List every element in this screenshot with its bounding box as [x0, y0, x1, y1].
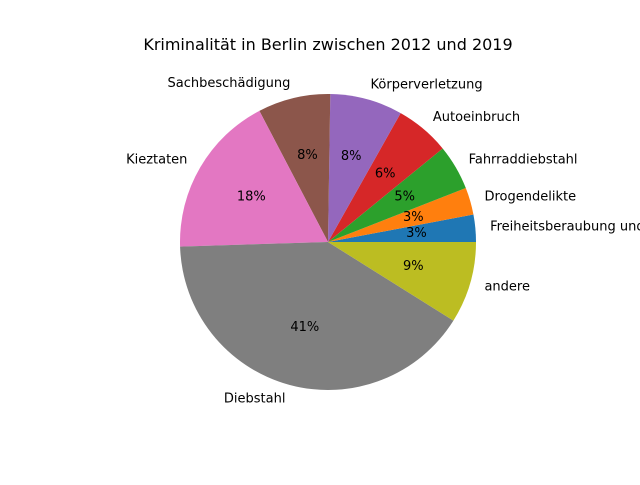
- pie-category-label: andere: [484, 279, 530, 294]
- pie-slice-autoeinbruch: [328, 113, 443, 242]
- pie-category-label: Drogendelikte: [484, 190, 576, 205]
- pie-percent-labels: 3%3% 5% 6% 8% 8% 18% 41% 9%: [237, 148, 427, 335]
- pie-slice-fahrraddiebstahl: [328, 148, 466, 242]
- pie-percent-label: 8%: [341, 149, 362, 164]
- pie-slice-andere: [328, 242, 476, 321]
- pie-percent-label: 6%: [375, 167, 396, 182]
- pie-slice-diebstahl: [180, 242, 454, 391]
- pie-percent-label: 3%: [403, 210, 424, 225]
- pie-percent-label: 5%: [394, 190, 415, 205]
- pie-slice-kieztaten: [180, 110, 328, 247]
- pie-slice-drogendelikte: [328, 188, 474, 242]
- pie-category-label: Freiheitsberaubung und Nötigung: [490, 219, 640, 234]
- pie-slices: [180, 94, 476, 391]
- pie-category-label: Sachbeschädigung: [168, 76, 291, 91]
- pie-percent-label: 3%: [406, 226, 427, 241]
- pie-slice-koerperverletzung: [328, 94, 401, 242]
- pie-slice-sachbeschaedigung: [259, 94, 331, 242]
- pie-category-label: Diebstahl: [224, 392, 286, 407]
- chart-title: Kriminalität in Berlin zwischen 2012 und…: [143, 35, 512, 54]
- pie-percent-label: 41%: [290, 320, 319, 335]
- pie-category-label: Autoeinbruch: [433, 110, 520, 125]
- pie-percent-label: 9%: [403, 259, 424, 274]
- pie-category-label: Kieztaten: [126, 152, 187, 167]
- pie-category-label: Fahrraddiebstahl: [469, 152, 578, 167]
- pie-category-label: Körperverletzung: [371, 77, 483, 92]
- pie-slice-freiheitsberaubung-und-noetigung: [328, 214, 476, 242]
- pie-category-labels: Freiheitsberaubung und Nötigung Drogendel…: [126, 76, 640, 407]
- pie-percent-label: 8%: [297, 148, 318, 163]
- pie-percent-label: 18%: [237, 190, 266, 205]
